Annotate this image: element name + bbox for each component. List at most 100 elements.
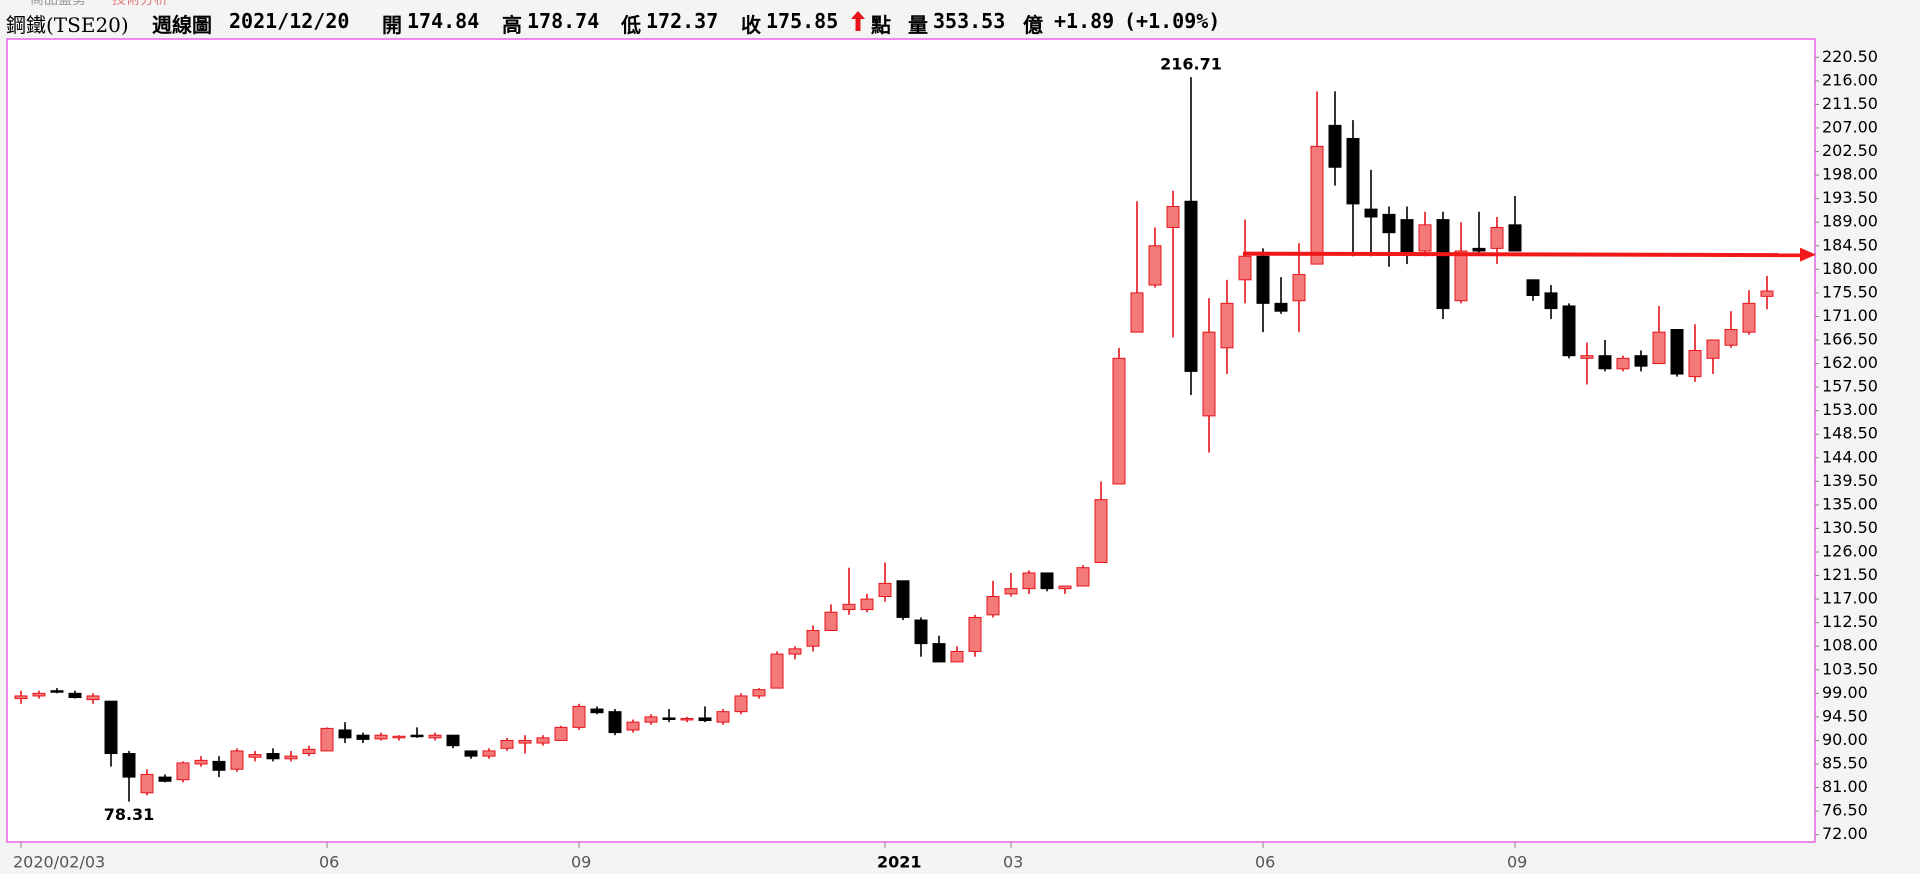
unit-label: 點 bbox=[871, 13, 891, 37]
y-tick-label: 162.00 bbox=[1822, 353, 1878, 372]
open-value: 174.84 bbox=[407, 9, 480, 33]
breadcrumb[interactable]: 商品盤勢 bbox=[30, 0, 86, 8]
x-tick-label: 2020/02/03 bbox=[13, 853, 105, 872]
y-tick-label: 202.50 bbox=[1822, 141, 1878, 160]
y-tick-label: 76.50 bbox=[1822, 801, 1868, 820]
low-value: 172.37 bbox=[646, 9, 719, 33]
candle-body bbox=[122, 753, 136, 778]
y-tick-label: 121.50 bbox=[1822, 565, 1878, 584]
change: +1.89 bbox=[1054, 9, 1115, 33]
candle-body bbox=[1634, 355, 1648, 367]
symbol: 鋼鐵(TSE20) bbox=[6, 13, 129, 37]
candle-body bbox=[698, 717, 712, 722]
candle-body bbox=[1508, 224, 1522, 252]
y-tick-label: 130.50 bbox=[1822, 518, 1878, 537]
candle-body bbox=[1652, 331, 1666, 365]
y-tick-label: 193.50 bbox=[1822, 188, 1878, 207]
y-tick-label: 117.00 bbox=[1822, 589, 1878, 608]
candle-body bbox=[986, 595, 1000, 616]
candle-body bbox=[1490, 226, 1504, 249]
y-tick-label: 175.50 bbox=[1822, 282, 1878, 301]
volume-value: 353.53 bbox=[933, 9, 1006, 33]
candle-body bbox=[500, 739, 514, 749]
date: 2021/12/20 bbox=[229, 9, 350, 33]
low-label: 低 bbox=[621, 13, 641, 37]
candle-body bbox=[428, 734, 442, 739]
y-tick-label: 157.50 bbox=[1822, 377, 1878, 396]
candle-body bbox=[1346, 137, 1360, 205]
candle-body bbox=[1004, 588, 1018, 595]
candle-body bbox=[1184, 200, 1198, 372]
candle-body bbox=[842, 603, 856, 611]
candle-body bbox=[338, 729, 352, 739]
candle-body bbox=[824, 611, 838, 632]
y-tick-label: 112.50 bbox=[1822, 612, 1878, 631]
y-tick-label: 90.00 bbox=[1822, 730, 1868, 749]
candle-body bbox=[1724, 329, 1738, 346]
candle-body bbox=[1364, 208, 1378, 218]
candle-body bbox=[662, 717, 676, 721]
y-tick-label: 189.00 bbox=[1822, 212, 1878, 231]
candle-body bbox=[158, 776, 172, 782]
candle-body bbox=[1526, 279, 1540, 296]
x-tick-label: 2021 bbox=[877, 853, 922, 872]
y-tick-label: 220.50 bbox=[1822, 47, 1878, 66]
y-tick-label: 148.50 bbox=[1822, 424, 1878, 443]
candle-body bbox=[536, 737, 550, 744]
candle-body bbox=[392, 735, 406, 739]
y-tick-label: 198.00 bbox=[1822, 165, 1878, 184]
candle-body bbox=[1580, 355, 1594, 359]
y-tick-label: 81.00 bbox=[1822, 777, 1868, 796]
candle-body bbox=[788, 648, 802, 655]
candle-body bbox=[1382, 213, 1396, 234]
y-tick-label: 153.00 bbox=[1822, 400, 1878, 419]
candle-body bbox=[374, 734, 388, 740]
candle-body bbox=[680, 717, 694, 721]
candle-body bbox=[1058, 585, 1072, 590]
candle-body bbox=[194, 759, 208, 765]
up-arrow-icon bbox=[851, 11, 865, 31]
candle-body bbox=[518, 739, 532, 744]
min-label: 78.31 bbox=[104, 805, 155, 824]
candle-body bbox=[968, 616, 982, 652]
arrow-head bbox=[1800, 247, 1816, 262]
candle-body bbox=[176, 762, 190, 781]
candle-body bbox=[572, 705, 586, 728]
candle-body bbox=[914, 619, 928, 645]
close-label: 收 bbox=[741, 13, 761, 37]
candle-body bbox=[806, 630, 820, 647]
candle-body bbox=[1112, 357, 1126, 485]
candle-body bbox=[1418, 224, 1432, 252]
y-tick-label: 103.50 bbox=[1822, 659, 1878, 678]
plot-area bbox=[6, 38, 1816, 843]
candle-body bbox=[446, 734, 460, 747]
candle-body bbox=[104, 700, 118, 755]
x-tick-label: 03 bbox=[1003, 853, 1023, 872]
candle-body bbox=[770, 653, 784, 689]
period: 週線圖 bbox=[152, 13, 212, 37]
y-tick-label: 184.50 bbox=[1822, 235, 1878, 254]
candle-body bbox=[230, 750, 244, 770]
y-tick-label: 216.00 bbox=[1822, 70, 1878, 89]
candle-body bbox=[950, 650, 964, 663]
candle-body bbox=[554, 726, 568, 741]
candle-body bbox=[1742, 302, 1756, 333]
candle-body bbox=[608, 711, 622, 734]
candle-body bbox=[1472, 247, 1486, 252]
candle-body bbox=[1760, 290, 1774, 297]
y-tick-label: 108.00 bbox=[1822, 636, 1878, 655]
y-tick-label: 94.50 bbox=[1822, 706, 1868, 725]
change-percent: (+1.09%) bbox=[1124, 9, 1221, 33]
candle-body bbox=[626, 721, 640, 731]
candle-body bbox=[1220, 302, 1234, 349]
breadcrumb[interactable]: 技術分析 bbox=[112, 0, 168, 8]
candle-body bbox=[590, 708, 604, 714]
candle-body bbox=[1238, 255, 1252, 281]
volume-unit: 億 bbox=[1023, 13, 1043, 37]
y-tick-label: 99.00 bbox=[1822, 683, 1868, 702]
y-tick-label: 85.50 bbox=[1822, 754, 1868, 773]
candle-body bbox=[266, 753, 280, 760]
y-tick-label: 135.00 bbox=[1822, 494, 1878, 513]
candle-body bbox=[212, 760, 226, 771]
